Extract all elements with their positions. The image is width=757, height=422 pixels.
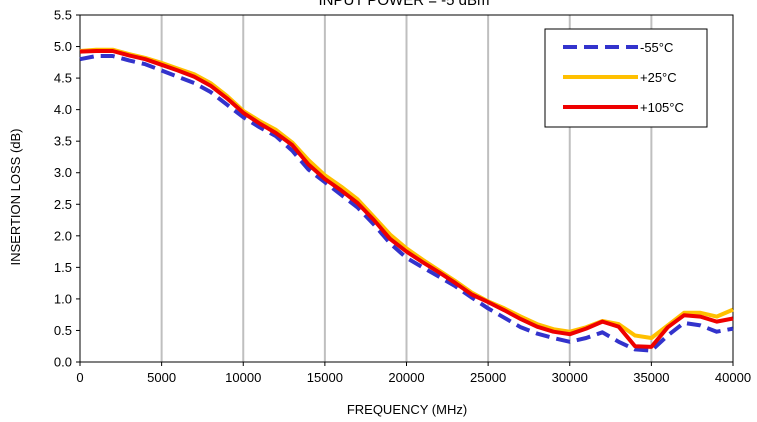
legend: -55°C +25°C +105°C	[544, 28, 708, 128]
y-tick-label: 4.5	[54, 71, 72, 86]
y-tick-label: 5.5	[54, 8, 72, 23]
x-tick-label: 5000	[147, 370, 176, 385]
y-tick-label: 1.5	[54, 260, 72, 275]
x-tick-label: 0	[76, 370, 83, 385]
y-tick-label: 1.0	[54, 291, 72, 306]
y-tick-label: 0.0	[54, 355, 72, 370]
x-tick-label: 25000	[470, 370, 506, 385]
series-line	[79, 54, 734, 353]
x-tick-label: 10000	[225, 370, 261, 385]
y-tick-label: 3.5	[54, 134, 72, 149]
legend-label: +105°C	[640, 100, 684, 115]
legend-label: +25°C	[640, 70, 677, 85]
x-tick-label: 20000	[388, 370, 424, 385]
y-tick-label: 5.0	[54, 39, 72, 54]
y-tick-label: 3.0	[54, 165, 72, 180]
y-tick-label: 0.5	[54, 323, 72, 338]
x-tick-label: 30000	[552, 370, 588, 385]
x-tick-label: 15000	[307, 370, 343, 385]
legend-label: -55°C	[640, 40, 673, 55]
y-tick-label: 2.5	[54, 197, 72, 212]
y-tick-label: 4.0	[54, 102, 72, 117]
chart-title: INPUT POWER = -5 dBm	[318, 0, 489, 9]
series-line	[79, 47, 734, 340]
y-axis-ticks: 0.0 0.5 1.0 1.5 2.0 2.5 3.0 3.5 4.0 4.5 5.0 5.5	[54, 8, 80, 370]
series-lines	[79, 47, 734, 353]
x-tick-label: 35000	[633, 370, 669, 385]
series-line	[79, 49, 734, 349]
x-axis-ticks: 0 5000 10000 15000 20000 25000 30000 35000 40000	[76, 362, 751, 385]
x-axis-label: FREQUENCY (MHz)	[347, 402, 467, 417]
y-tick-label: 2.0	[54, 228, 72, 243]
x-tick-label: 40000	[715, 370, 751, 385]
y-axis-label: INSERTION LOSS (dB)	[8, 128, 23, 265]
